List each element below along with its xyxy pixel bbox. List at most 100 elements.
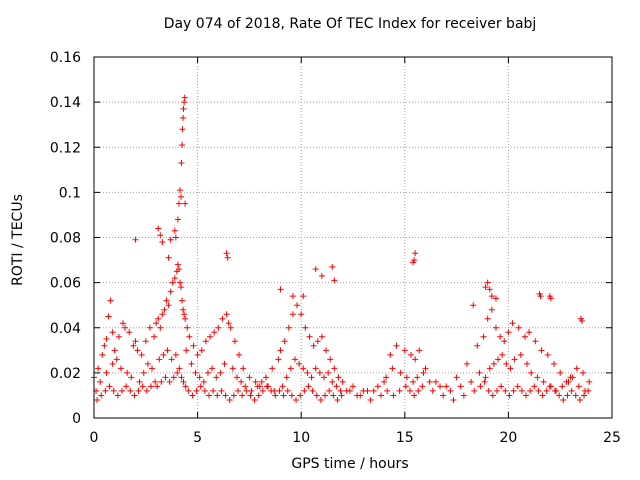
- data-point: [310, 342, 317, 349]
- data-point: [224, 254, 231, 261]
- y-tick-label: 0.12: [50, 140, 81, 156]
- data-point: [189, 392, 196, 399]
- data-point: [528, 369, 535, 376]
- data-point: [202, 338, 209, 345]
- data-point: [238, 378, 245, 385]
- y-tick-label: 0.16: [50, 50, 81, 66]
- data-point: [387, 351, 394, 358]
- data-point: [576, 396, 583, 403]
- data-point: [107, 297, 114, 304]
- data-point: [218, 387, 225, 394]
- data-point: [160, 351, 167, 358]
- data-point: [135, 387, 142, 394]
- data-point: [155, 315, 162, 322]
- data-point: [486, 286, 493, 293]
- data-point: [243, 387, 250, 394]
- data-point: [109, 329, 116, 336]
- data-point: [443, 383, 450, 390]
- data-point: [412, 356, 419, 363]
- data-point: [159, 239, 166, 246]
- data-point: [364, 387, 371, 394]
- data-point: [521, 333, 528, 340]
- data-point: [192, 369, 199, 376]
- data-point: [308, 374, 315, 381]
- data-point: [390, 392, 397, 399]
- data-point: [480, 333, 487, 340]
- data-point: [174, 216, 181, 223]
- data-point: [262, 374, 269, 381]
- data-point: [531, 383, 538, 390]
- data-point: [101, 342, 108, 349]
- data-point: [498, 383, 505, 390]
- data-point: [124, 369, 131, 376]
- data-point: [492, 324, 499, 331]
- data-point: [294, 302, 301, 309]
- data-point: [560, 396, 567, 403]
- data-point: [384, 387, 391, 394]
- data-point: [515, 324, 522, 331]
- data-point: [259, 387, 266, 394]
- data-point: [176, 365, 183, 372]
- data-point: [544, 351, 551, 358]
- data-point: [331, 365, 338, 372]
- data-point: [300, 293, 307, 300]
- data-point: [103, 369, 110, 376]
- data-point: [422, 365, 429, 372]
- data-point: [99, 351, 106, 358]
- data-point: [144, 360, 151, 367]
- data-point: [283, 374, 290, 381]
- data-point: [426, 378, 433, 385]
- data-point: [113, 356, 120, 363]
- data-point: [440, 392, 447, 399]
- data-point: [175, 266, 182, 273]
- data-point: [167, 236, 174, 243]
- data-point: [568, 387, 575, 394]
- data-point: [482, 284, 489, 291]
- data-point: [471, 387, 478, 394]
- data-point: [367, 396, 374, 403]
- data-point: [215, 324, 222, 331]
- data-point: [136, 378, 143, 385]
- data-point: [258, 378, 265, 385]
- data-point: [457, 383, 464, 390]
- data-point: [167, 288, 174, 295]
- data-point: [165, 254, 172, 261]
- data-point: [178, 284, 185, 291]
- data-point: [514, 383, 521, 390]
- data-point: [252, 378, 259, 385]
- data-point: [573, 365, 580, 372]
- data-point: [161, 306, 168, 313]
- data-point: [534, 374, 541, 381]
- data-point: [447, 387, 454, 394]
- data-point: [194, 351, 201, 358]
- data-point: [526, 329, 533, 336]
- data-point: [312, 266, 319, 273]
- data-point: [230, 392, 237, 399]
- data-point: [180, 378, 187, 385]
- data-point: [329, 263, 336, 270]
- data-point: [557, 369, 564, 376]
- data-point: [170, 374, 177, 381]
- data-point: [157, 232, 164, 239]
- data-point: [201, 387, 208, 394]
- data-point: [397, 369, 404, 376]
- data-point: [188, 360, 195, 367]
- data-point: [325, 369, 332, 376]
- data-point: [242, 383, 249, 390]
- data-point: [149, 365, 156, 372]
- data-point: [171, 227, 178, 234]
- data-point: [164, 347, 171, 354]
- data-point: [147, 383, 154, 390]
- data-point: [132, 338, 139, 345]
- data-point: [552, 387, 559, 394]
- data-point: [248, 387, 255, 394]
- data-point: [223, 250, 230, 257]
- data-point: [518, 387, 525, 394]
- data-point: [547, 295, 554, 302]
- data-point: [115, 333, 122, 340]
- data-point: [506, 392, 513, 399]
- data-point: [211, 329, 218, 336]
- data-point: [138, 351, 145, 358]
- data-point: [381, 378, 388, 385]
- data-point: [197, 383, 204, 390]
